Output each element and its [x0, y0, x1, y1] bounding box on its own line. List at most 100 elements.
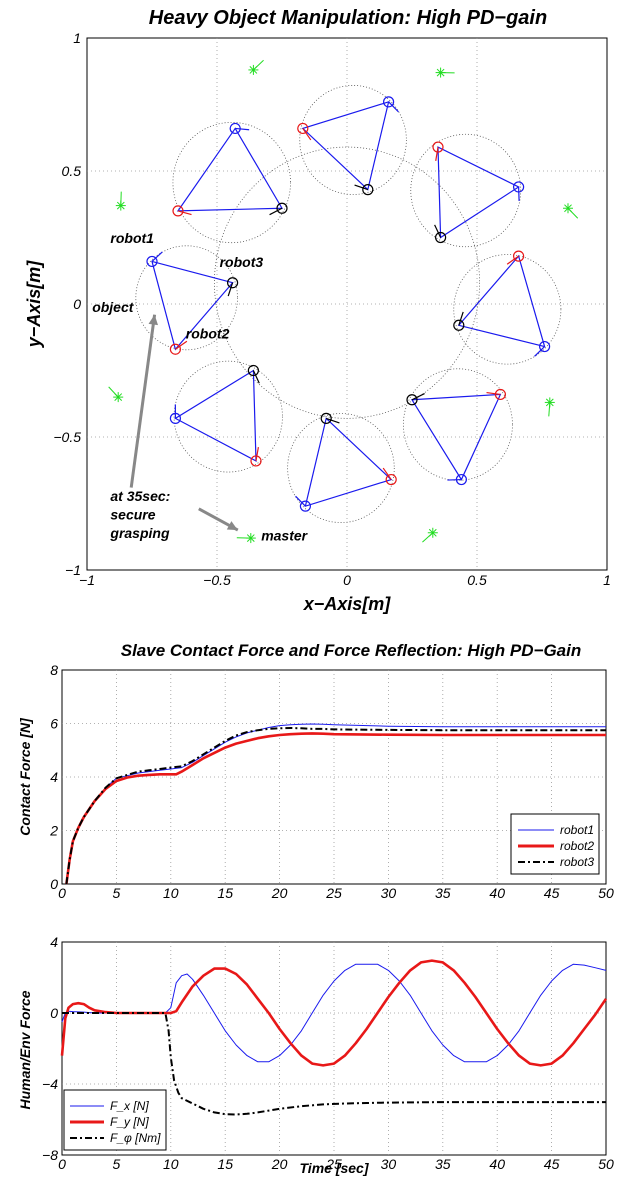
- annotation-at35-line2: secure: [110, 506, 155, 522]
- annotation-robot1: robot1: [110, 230, 154, 246]
- y-tick-label: 2: [49, 823, 58, 839]
- formation-circle: [299, 85, 407, 195]
- y-tick-label: −0.5: [53, 429, 81, 445]
- master-point: [248, 59, 264, 75]
- x-tick-label: −1: [79, 572, 95, 588]
- x-tick-label: 50: [598, 1156, 614, 1172]
- robot-heading: [411, 393, 425, 401]
- trajectory-marks: robot1 robot3 robot2 object at 35sec: secure g…: [92, 59, 579, 544]
- formation-triangle: [457, 254, 546, 348]
- y-tick-label: −1: [65, 562, 81, 578]
- x-tick-label: 0.5: [467, 572, 487, 588]
- x-tick-label: 45: [544, 1156, 560, 1172]
- robot-heading: [534, 346, 546, 357]
- x-tick-label: 30: [381, 885, 397, 901]
- master-point: [115, 191, 126, 211]
- robot-marker: [453, 319, 465, 331]
- robot-heading: [435, 146, 439, 161]
- annotation-robot3: robot3: [220, 254, 264, 270]
- formation-circle: [410, 133, 522, 248]
- y-tick-label: −4: [42, 1076, 58, 1092]
- contact-force-ticks: 0 5 10 15 20 25 30 35 40 45 50 0 2 4 6 8: [49, 662, 614, 901]
- x-tick-label: 10: [163, 1156, 179, 1172]
- x-tick-label: 15: [217, 1156, 233, 1172]
- robot-marker: [247, 364, 259, 377]
- robot-marker: [538, 340, 551, 353]
- trajectory-chart-title: Heavy Object Manipulation: High PD−gain: [149, 7, 547, 29]
- x-tick-label: 1: [603, 572, 611, 588]
- human-env-force-y-axis-label: Human/Env Force: [17, 990, 33, 1109]
- robot-heading: [227, 282, 234, 297]
- master-point: [563, 203, 579, 219]
- robot-marker: [299, 500, 311, 512]
- robot-heading: [354, 184, 368, 191]
- robot-marker: [297, 122, 309, 135]
- y-tick-label: 1: [73, 30, 81, 46]
- series-line-1: [65, 732, 606, 885]
- robot-heading: [151, 251, 163, 262]
- robot-marker: [432, 141, 444, 153]
- x-tick-label: 40: [489, 1156, 505, 1172]
- contact-force-chart-title: Slave Contact Force and Force Reflection…: [121, 641, 582, 660]
- robot-marker: [383, 96, 395, 108]
- robot-marker: [146, 255, 158, 268]
- arrow-to-object: [129, 314, 159, 488]
- formation-circle: [402, 368, 513, 481]
- robot-heading: [255, 447, 259, 462]
- y-tick-label: 0.5: [62, 163, 82, 179]
- y-tick-label: 6: [50, 716, 58, 732]
- robot-heading: [388, 101, 399, 113]
- robot-heading: [326, 417, 340, 424]
- master-point: [108, 386, 124, 403]
- robot-marker: [512, 181, 525, 193]
- formation-circle: [287, 413, 395, 523]
- arrow-head: [226, 521, 238, 531]
- robot-heading: [175, 340, 188, 350]
- x-tick-label: 15: [217, 885, 233, 901]
- y-tick-label: 0: [73, 296, 81, 312]
- robot-heading: [458, 311, 464, 326]
- x-tick-label: 45: [544, 885, 560, 901]
- formation-circle: [453, 254, 562, 365]
- human-env-force-legend: F_x [N] F_y [N] F_φ [Nm]: [63, 1089, 167, 1151]
- trajectory-grid: [87, 38, 607, 570]
- robot-marker: [435, 231, 447, 244]
- contact-force-legend: robot1 robot2 robot3: [510, 813, 600, 875]
- master-point: [544, 397, 555, 417]
- robot-marker: [169, 343, 181, 355]
- x-tick-label: 35: [435, 1156, 451, 1172]
- human-env-force-lines: [60, 959, 608, 1116]
- trajectory-y-axis-label: y−Axis[m]: [24, 260, 44, 349]
- legend-label-robot3: robot3: [560, 855, 594, 869]
- x-tick-label: 20: [271, 1156, 288, 1172]
- master-star-stroke: [564, 204, 572, 213]
- robot-heading: [252, 370, 260, 384]
- contact-force-grid: [62, 670, 606, 884]
- master-point: [236, 533, 256, 544]
- annotation-master: master: [261, 528, 308, 544]
- formation-triangle: [176, 127, 284, 212]
- formation-triangle: [437, 146, 520, 239]
- robot-heading: [235, 127, 250, 131]
- master-point: [435, 67, 455, 78]
- legend-label-robot2: robot2: [560, 839, 594, 853]
- robot-heading: [269, 207, 283, 216]
- x-tick-label: 0: [58, 1156, 66, 1172]
- x-tick-label: 30: [381, 1156, 397, 1172]
- robot-heading: [506, 255, 519, 265]
- contact-force-y-axis-label: Contact Force [N]: [17, 717, 33, 836]
- robot-marker: [406, 394, 418, 406]
- annotation-object: object: [92, 299, 135, 315]
- x-tick-label: −0.5: [203, 572, 231, 588]
- human-env-force-ticks: 0 5 10 15 20 25 30 35 40 45 50 −8 −4 0 4: [42, 934, 614, 1172]
- master-point: [422, 527, 438, 543]
- master-star-stroke: [436, 68, 445, 77]
- human-env-force-chart: 0 5 10 15 20 25 30 35 40 45 50 −8 −4 0 4 Human/Env For…: [17, 934, 614, 1176]
- robot-marker: [494, 388, 506, 401]
- human-env-force-grid: [62, 942, 606, 1155]
- robot-heading: [486, 391, 501, 396]
- robot-heading: [302, 128, 312, 141]
- y-tick-label: −8: [42, 1147, 58, 1163]
- object-circle: [213, 146, 481, 419]
